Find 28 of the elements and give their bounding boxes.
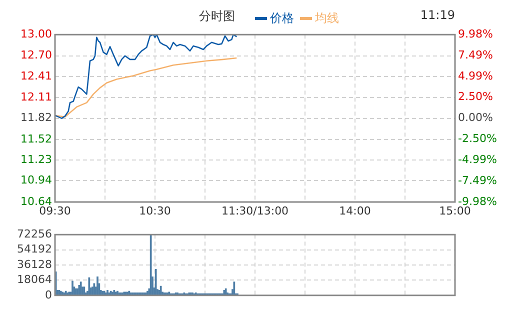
x-tick-label: 11:30/13:00	[221, 204, 289, 218]
y-tick-label: 36128	[17, 258, 52, 271]
y2-tick-label: -7.49%	[458, 174, 497, 187]
legend-label: 均线	[314, 10, 339, 27]
y2-tick-label: 7.49%	[458, 48, 493, 62]
y2-tick-label: 2.50%	[458, 90, 493, 104]
y-tick-label: 54192	[17, 242, 52, 256]
y-tick-label: 18064	[17, 273, 52, 286]
y2-tick-label: 0.00%	[458, 111, 493, 124]
legend-label: 价格	[269, 10, 294, 27]
y2-tick-label: 4.99%	[458, 69, 493, 82]
y-tick-label: 72256	[17, 227, 52, 240]
y2-tick-label: -2.50%	[458, 132, 497, 146]
y-tick-label: 0	[45, 288, 52, 302]
y2-tick-label: 9.98%	[458, 27, 493, 40]
y-tick-label: 12.70	[20, 48, 52, 62]
y2-tick-label: -4.99%	[458, 153, 497, 166]
y-tick-label: 11.52	[20, 132, 52, 146]
y-tick-label: 12.41	[20, 69, 52, 82]
x-tick-label: 14:00	[339, 204, 371, 218]
x-tick-label: 10:30	[139, 204, 171, 218]
y-tick-label: 12.11	[20, 90, 52, 104]
y-tick-label: 11.82	[20, 111, 52, 124]
chart-title: 分时图	[199, 9, 235, 23]
y-tick-label: 13.00	[20, 27, 52, 40]
y-tick-label: 11.23	[20, 153, 52, 166]
y-tick-label: 10.94	[20, 174, 52, 187]
text: 11:19	[420, 8, 455, 22]
